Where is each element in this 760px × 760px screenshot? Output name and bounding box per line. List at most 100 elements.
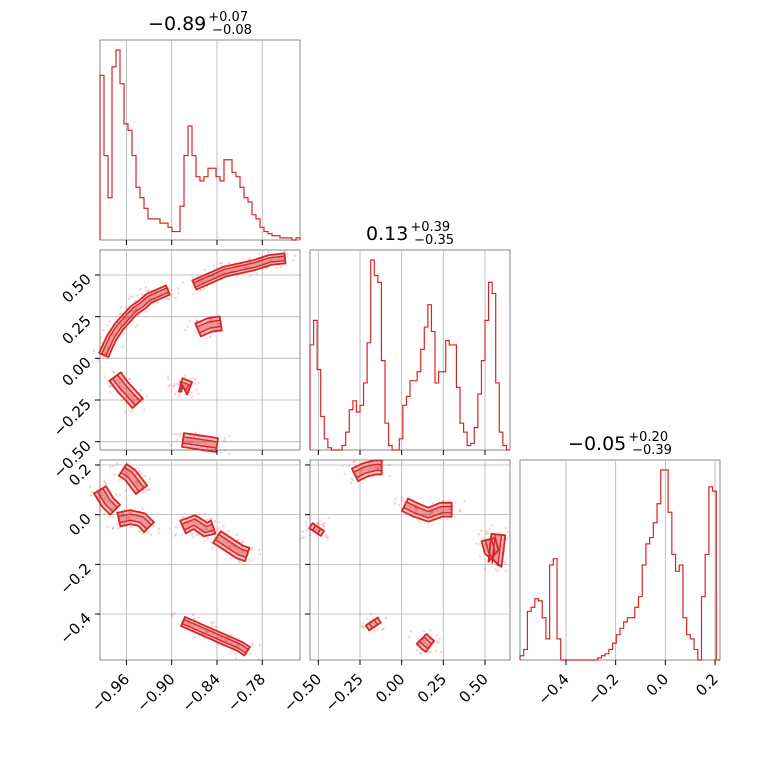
scatter-point — [111, 527, 115, 530]
scatter-point — [422, 630, 426, 633]
scatter-point — [425, 644, 429, 647]
scatter-point — [304, 520, 308, 524]
scatter-point — [170, 288, 174, 292]
scatter-point — [258, 552, 262, 556]
scatter-point — [178, 432, 182, 435]
scatter-point — [480, 529, 483, 532]
scatter-point — [197, 381, 200, 385]
contour-inner-15 — [484, 533, 503, 567]
title-param-2: −0.05 +0.20 −0.39 — [568, 430, 672, 458]
grid-lines — [100, 40, 716, 660]
scatter-point — [291, 259, 295, 262]
scatter-point — [100, 336, 103, 339]
scatter-point — [394, 497, 397, 500]
scatter-point — [175, 432, 178, 436]
scatter-point — [125, 472, 128, 475]
scatter-point — [101, 328, 105, 332]
scatter-point — [136, 294, 140, 298]
scatter-point — [192, 292, 195, 296]
scatter-point — [166, 377, 170, 381]
scatter-point — [376, 466, 380, 470]
scatter-point — [205, 337, 209, 341]
scatter-point — [205, 527, 209, 531]
scatter-point — [205, 630, 209, 633]
scatter-point — [175, 438, 179, 442]
scatter-point — [190, 376, 194, 380]
scatter-point — [106, 525, 109, 528]
scatter-point — [223, 449, 227, 452]
scatter-point — [440, 650, 443, 654]
scatter-point — [359, 472, 362, 476]
contour-inner-11 — [181, 618, 250, 654]
scatter-point — [209, 621, 213, 625]
scatter-point — [195, 388, 199, 391]
scatter-point — [126, 516, 130, 520]
scatter-point — [140, 506, 144, 510]
scatter-point — [430, 510, 434, 514]
scatter-point — [129, 410, 133, 413]
scatter-point — [191, 395, 194, 399]
scatter-point — [214, 327, 218, 331]
scatter-point — [276, 257, 280, 261]
scatter-point — [177, 394, 181, 398]
scatter-point — [454, 501, 457, 504]
scatter-point — [453, 516, 456, 519]
scatter-point — [227, 529, 230, 533]
scatter-point — [322, 524, 325, 528]
x-tick-label-1-0: −0.50 — [280, 670, 325, 715]
scatter-point — [218, 261, 222, 265]
scatter-point — [91, 360, 95, 364]
ticks: −0.96 −0.90 −0.84 −0.78 −0.50−0.25 0.00 0.25 0.… — [50, 240, 722, 715]
scatter-point — [463, 499, 466, 503]
scatter-point — [203, 512, 206, 516]
scatter-point — [148, 477, 152, 481]
scatter-point — [416, 638, 420, 641]
scatter-point — [120, 512, 124, 516]
scatter-point — [219, 451, 223, 454]
scatter-point — [284, 248, 288, 252]
scatter-point — [115, 462, 119, 466]
histogram-param-1 — [309, 259, 510, 451]
scatter-point — [214, 646, 218, 649]
scatter-point — [361, 622, 365, 625]
scatter-point — [111, 526, 115, 530]
scatter-point — [376, 461, 380, 465]
scatter-point — [106, 346, 110, 349]
scatter-point — [118, 381, 122, 385]
scatter-point — [285, 251, 289, 255]
title-param-1: 0.13 +0.39 −0.35 — [366, 220, 454, 248]
scatter-point — [250, 645, 254, 648]
scatter-point — [103, 496, 107, 500]
scatter-point — [231, 269, 234, 272]
scatter-point — [118, 478, 122, 482]
scatter-point — [170, 294, 173, 298]
scatter-point — [152, 525, 155, 528]
y-tick-label-1-1: −0.25 — [50, 395, 95, 440]
scatter-point — [109, 385, 112, 388]
scatter-point — [376, 465, 379, 469]
scatter-point — [382, 627, 385, 630]
scatter-point — [103, 479, 106, 483]
scatter-point — [106, 379, 109, 383]
scatter-point — [321, 525, 325, 528]
scatter-point — [488, 527, 491, 530]
scatter-point — [211, 274, 215, 278]
scatter-point — [173, 383, 176, 386]
scatter-point — [174, 525, 178, 529]
scatter-point — [222, 271, 225, 274]
scatter-point — [128, 377, 131, 381]
scatter-point — [188, 623, 192, 626]
scatter-point — [474, 542, 478, 545]
scatter-point — [228, 452, 231, 456]
scatter-point — [177, 383, 181, 387]
scatter-point — [504, 526, 507, 530]
axes-frame-2-1 — [309, 459, 511, 661]
scatter-point — [190, 532, 194, 536]
scatter-point — [191, 276, 195, 279]
scatter-point — [103, 481, 106, 484]
scatter-point — [203, 440, 207, 444]
scatter-point — [360, 625, 364, 628]
scatter-point — [118, 312, 122, 315]
scatter-point — [144, 300, 147, 304]
scatter-point — [373, 630, 376, 633]
